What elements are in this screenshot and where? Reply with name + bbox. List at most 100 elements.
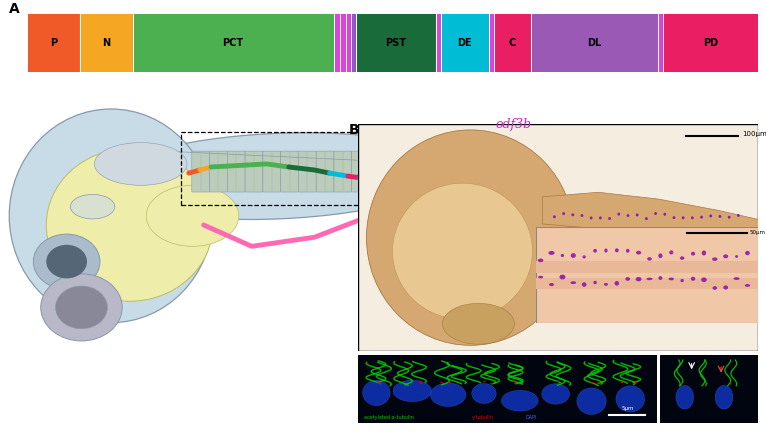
Ellipse shape	[597, 382, 601, 384]
Ellipse shape	[146, 185, 239, 246]
Ellipse shape	[691, 216, 694, 219]
Ellipse shape	[604, 249, 607, 252]
Bar	[489, 13, 494, 72]
Bar	[334, 13, 340, 72]
Text: N: N	[102, 37, 110, 48]
Ellipse shape	[706, 383, 708, 385]
Ellipse shape	[659, 276, 663, 280]
Ellipse shape	[571, 213, 574, 216]
Bar	[133, 13, 334, 72]
Ellipse shape	[730, 383, 732, 385]
Bar	[80, 13, 133, 72]
Bar	[658, 13, 663, 72]
Ellipse shape	[430, 383, 466, 406]
Ellipse shape	[735, 255, 738, 258]
Ellipse shape	[392, 183, 532, 319]
Ellipse shape	[702, 250, 706, 255]
Ellipse shape	[691, 252, 696, 255]
Ellipse shape	[680, 279, 684, 282]
Text: B: B	[349, 123, 359, 137]
Ellipse shape	[635, 382, 638, 383]
FancyBboxPatch shape	[210, 151, 228, 192]
Bar	[351, 13, 356, 72]
FancyBboxPatch shape	[263, 151, 280, 192]
Ellipse shape	[94, 143, 187, 185]
Ellipse shape	[712, 257, 718, 261]
Ellipse shape	[669, 250, 673, 255]
Ellipse shape	[558, 383, 561, 384]
Bar	[351, 13, 356, 72]
Ellipse shape	[9, 109, 213, 323]
Text: 100μm: 100μm	[742, 132, 766, 137]
Text: 50μm: 50μm	[749, 231, 765, 235]
FancyBboxPatch shape	[299, 151, 316, 192]
FancyBboxPatch shape	[228, 151, 245, 192]
Ellipse shape	[70, 194, 115, 219]
Ellipse shape	[502, 390, 538, 411]
Text: DE: DE	[457, 37, 472, 48]
Bar	[658, 13, 663, 72]
Bar	[133, 13, 334, 72]
Ellipse shape	[513, 382, 516, 384]
Bar	[27, 13, 80, 72]
Bar	[663, 13, 758, 72]
Ellipse shape	[654, 212, 657, 215]
FancyBboxPatch shape	[423, 151, 440, 192]
Ellipse shape	[553, 215, 556, 218]
Ellipse shape	[658, 253, 663, 258]
Ellipse shape	[559, 275, 565, 279]
Ellipse shape	[723, 286, 728, 290]
Ellipse shape	[663, 213, 666, 216]
Text: DAPI: DAPI	[525, 415, 537, 419]
Ellipse shape	[709, 215, 712, 218]
Ellipse shape	[636, 214, 639, 216]
Polygon shape	[400, 155, 444, 207]
Ellipse shape	[590, 217, 593, 219]
Ellipse shape	[46, 149, 213, 301]
Ellipse shape	[41, 274, 123, 341]
Bar	[345, 13, 351, 72]
Ellipse shape	[647, 278, 653, 280]
Ellipse shape	[420, 382, 423, 384]
Ellipse shape	[719, 215, 722, 218]
Ellipse shape	[562, 212, 565, 215]
Bar	[27, 13, 80, 72]
Ellipse shape	[676, 385, 694, 409]
Text: γ-tubulin: γ-tubulin	[472, 415, 494, 419]
Ellipse shape	[669, 278, 674, 280]
Ellipse shape	[734, 277, 740, 280]
Ellipse shape	[614, 281, 619, 286]
Ellipse shape	[593, 249, 597, 252]
Ellipse shape	[700, 216, 703, 218]
Ellipse shape	[548, 251, 555, 255]
Bar	[441, 13, 489, 72]
Bar	[531, 13, 658, 72]
FancyBboxPatch shape	[369, 151, 388, 192]
Ellipse shape	[581, 214, 584, 217]
Text: PST: PST	[385, 37, 407, 48]
Bar	[182, 132, 414, 205]
Bar	[489, 13, 494, 72]
Ellipse shape	[636, 277, 642, 281]
Text: 5μm: 5μm	[621, 406, 633, 411]
Ellipse shape	[538, 276, 543, 279]
Bar	[356, 13, 436, 72]
Ellipse shape	[737, 214, 740, 217]
Ellipse shape	[362, 380, 390, 405]
Ellipse shape	[34, 234, 100, 289]
Ellipse shape	[715, 385, 733, 409]
Ellipse shape	[561, 254, 564, 257]
Bar	[80, 13, 133, 72]
Ellipse shape	[599, 217, 602, 219]
FancyBboxPatch shape	[405, 151, 423, 192]
Bar	[356, 13, 436, 72]
Text: acetylated α-tubulin: acetylated α-tubulin	[365, 415, 414, 419]
Ellipse shape	[626, 249, 630, 253]
Ellipse shape	[490, 383, 493, 384]
Text: PD: PD	[703, 37, 719, 48]
Ellipse shape	[608, 217, 611, 220]
Bar	[663, 13, 758, 72]
Bar	[536, 261, 758, 273]
Ellipse shape	[582, 282, 587, 287]
Ellipse shape	[448, 382, 451, 383]
